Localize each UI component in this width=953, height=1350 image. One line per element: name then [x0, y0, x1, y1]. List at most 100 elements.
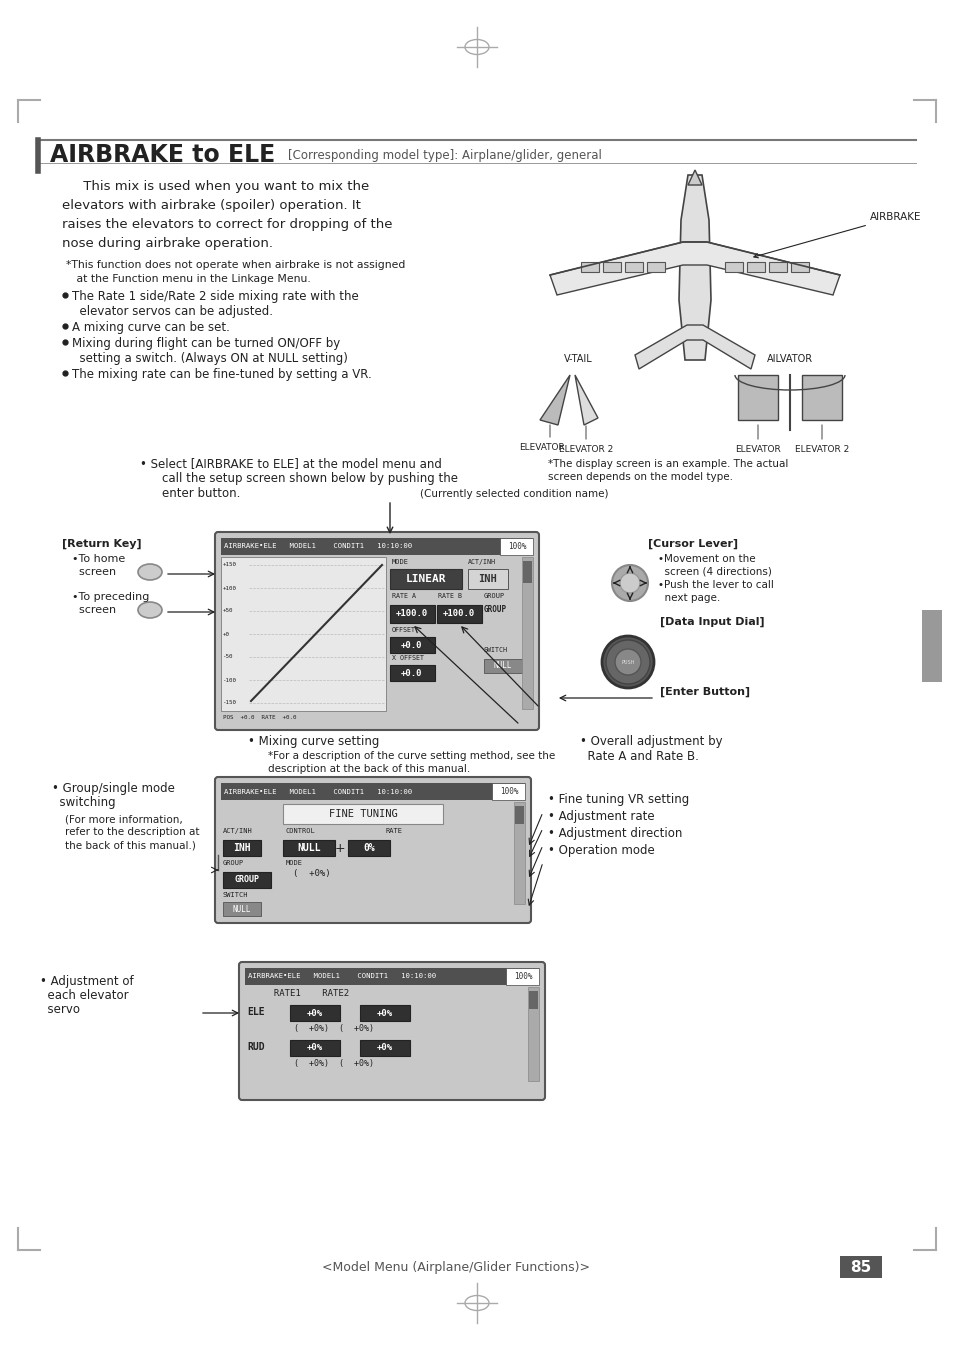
Text: GROUP: GROUP [223, 860, 244, 865]
FancyBboxPatch shape [223, 840, 261, 856]
Text: at the Function menu in the Linkage Menu.: at the Function menu in the Linkage Menu… [66, 274, 311, 284]
Text: (For more information,: (For more information, [65, 814, 183, 824]
Text: •Push the lever to call: •Push the lever to call [658, 580, 773, 590]
Polygon shape [539, 375, 569, 425]
Text: <Model Menu (Airplane/Glider Functions)>: <Model Menu (Airplane/Glider Functions)> [322, 1261, 589, 1274]
FancyBboxPatch shape [522, 562, 532, 583]
Text: AIRBRAKE to ELE: AIRBRAKE to ELE [50, 143, 275, 167]
FancyBboxPatch shape [436, 605, 481, 622]
Text: 100%: 100% [507, 541, 526, 551]
FancyBboxPatch shape [738, 375, 778, 420]
Text: • Adjustment direction: • Adjustment direction [547, 828, 681, 840]
Text: +100: +100 [223, 586, 236, 590]
Polygon shape [550, 242, 840, 296]
FancyBboxPatch shape [527, 987, 538, 1081]
Text: -100: -100 [223, 678, 236, 683]
FancyBboxPatch shape [390, 568, 461, 589]
Text: SWITCH: SWITCH [483, 647, 507, 653]
Text: (  +0%)  (  +0%): ( +0%) ( +0%) [294, 1025, 374, 1033]
FancyBboxPatch shape [245, 968, 538, 986]
Text: 100%: 100% [499, 787, 517, 796]
Text: ACT/INH: ACT/INH [468, 559, 496, 566]
FancyBboxPatch shape [514, 802, 524, 905]
Text: +150: +150 [223, 563, 236, 567]
FancyBboxPatch shape [840, 1256, 882, 1278]
FancyBboxPatch shape [290, 1004, 339, 1021]
Polygon shape [679, 176, 710, 360]
Text: +0%: +0% [376, 1008, 393, 1018]
Text: GROUP: GROUP [234, 876, 259, 884]
Text: AIRBRAKE•ELE   MODEL1    CONDIT1   10:10:00: AIRBRAKE•ELE MODEL1 CONDIT1 10:10:00 [224, 788, 412, 795]
Text: PUSH: PUSH [620, 660, 634, 664]
Text: switching: switching [52, 796, 115, 809]
Text: AIRBRAKE•ELE   MODEL1    CONDIT1   10:10:00: AIRBRAKE•ELE MODEL1 CONDIT1 10:10:00 [248, 973, 436, 980]
Text: *The display screen is an example. The actual: *The display screen is an example. The a… [547, 459, 787, 468]
Polygon shape [575, 375, 598, 425]
Text: ELEVATOR 2: ELEVATOR 2 [558, 446, 613, 454]
Text: LINEAR: LINEAR [405, 574, 446, 585]
Text: [Enter Button]: [Enter Button] [659, 687, 749, 697]
Text: +0%: +0% [376, 1044, 393, 1053]
Text: V-TAIL: V-TAIL [563, 354, 592, 364]
Text: • Mixing curve setting: • Mixing curve setting [248, 734, 379, 748]
FancyBboxPatch shape [790, 262, 808, 271]
FancyBboxPatch shape [529, 991, 537, 1008]
Text: *For a description of the curve setting method, see the: *For a description of the curve setting … [268, 751, 555, 761]
Text: [Corresponding model type]: Airplane/glider, general: [Corresponding model type]: Airplane/gli… [288, 148, 601, 162]
Text: FINE TUNING: FINE TUNING [328, 809, 397, 819]
FancyBboxPatch shape [492, 783, 524, 801]
FancyBboxPatch shape [221, 558, 386, 711]
Text: • Adjustment rate: • Adjustment rate [547, 810, 654, 824]
Text: INH: INH [478, 574, 497, 585]
Text: the back of this manual.): the back of this manual.) [65, 840, 195, 850]
Text: • Fine tuning VR setting: • Fine tuning VR setting [547, 792, 688, 806]
FancyBboxPatch shape [223, 902, 261, 917]
FancyBboxPatch shape [768, 262, 786, 271]
Text: 100%: 100% [514, 972, 532, 981]
Text: The mixing rate can be fine-tuned by setting a VR.: The mixing rate can be fine-tuned by set… [71, 369, 372, 381]
Text: X OFFSET: X OFFSET [392, 655, 423, 662]
Text: ELEVATOR: ELEVATOR [518, 443, 564, 452]
FancyBboxPatch shape [390, 637, 435, 653]
Text: (  +0%): ( +0%) [293, 869, 331, 878]
Text: *This function does not operate when airbrake is not assigned: *This function does not operate when air… [66, 261, 405, 270]
Text: screen (4 directions): screen (4 directions) [658, 567, 771, 576]
Text: RATE A: RATE A [392, 593, 416, 599]
FancyBboxPatch shape [390, 666, 435, 680]
FancyBboxPatch shape [624, 262, 642, 271]
FancyBboxPatch shape [359, 1004, 410, 1021]
Circle shape [615, 649, 640, 675]
Text: screen depends on the model type.: screen depends on the model type. [547, 472, 732, 482]
Text: NULL: NULL [233, 904, 251, 914]
Text: Mixing during flight can be turned ON/OFF by: Mixing during flight can be turned ON/OF… [71, 338, 340, 350]
Text: RATE B: RATE B [437, 593, 461, 599]
Text: • Group/single mode: • Group/single mode [52, 782, 174, 795]
FancyBboxPatch shape [283, 805, 442, 823]
Text: RATE1    RATE2: RATE1 RATE2 [247, 990, 349, 998]
Text: +50: +50 [223, 609, 233, 613]
FancyBboxPatch shape [483, 659, 521, 674]
FancyBboxPatch shape [746, 262, 764, 271]
Text: enter button.: enter button. [162, 487, 240, 500]
Circle shape [605, 640, 649, 684]
Text: AILVATOR: AILVATOR [766, 354, 812, 364]
Text: nose during airbrake operation.: nose during airbrake operation. [62, 238, 273, 250]
FancyBboxPatch shape [390, 605, 435, 622]
FancyBboxPatch shape [223, 872, 271, 888]
Text: +100.0: +100.0 [442, 609, 475, 618]
FancyBboxPatch shape [239, 963, 544, 1100]
Circle shape [612, 566, 647, 601]
Text: -150: -150 [223, 701, 236, 706]
Text: GROUP: GROUP [483, 605, 507, 614]
Text: servo: servo [40, 1003, 80, 1017]
FancyBboxPatch shape [580, 262, 598, 271]
Text: • Select [AIRBRAKE to ELE] at the model menu and: • Select [AIRBRAKE to ELE] at the model … [140, 458, 441, 470]
Text: description at the back of this manual.: description at the back of this manual. [268, 764, 470, 774]
Polygon shape [635, 325, 754, 369]
Text: MODE: MODE [392, 559, 409, 566]
Text: next page.: next page. [658, 593, 720, 603]
Text: +: + [335, 841, 345, 855]
Text: RUD: RUD [247, 1042, 264, 1052]
Text: POS  +0.0  RATE  +0.0: POS +0.0 RATE +0.0 [223, 716, 296, 720]
Text: CONTROL: CONTROL [286, 828, 315, 834]
